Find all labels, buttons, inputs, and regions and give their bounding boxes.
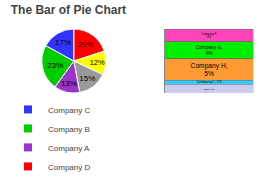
svg-text:23%: 23%: [47, 61, 63, 70]
svg-text:Company C: Company C: [48, 106, 90, 115]
svg-text:Company B: Company B: [48, 125, 90, 134]
svg-text:Other, 2%: Other, 2%: [204, 88, 216, 91]
svg-text:15%: 15%: [79, 74, 95, 83]
svg-text:Company D: Company D: [48, 163, 90, 172]
svg-text:20%: 20%: [78, 40, 94, 49]
svg-text:Company G,4%: Company G,4%: [196, 45, 223, 56]
svg-text:The Bar of Pie Chart: The Bar of Pie Chart: [11, 3, 126, 17]
svg-text:17%: 17%: [55, 38, 71, 47]
svg-text:Company I, 1%: Company I, 1%: [196, 80, 222, 84]
svg-text:Company F,3%: Company F,3%: [201, 32, 217, 40]
svg-text:Company H,5%: Company H,5%: [191, 62, 228, 78]
svg-text:12%: 12%: [90, 58, 105, 67]
svg-text:Company A: Company A: [48, 144, 90, 153]
svg-text:13%: 13%: [61, 79, 77, 88]
